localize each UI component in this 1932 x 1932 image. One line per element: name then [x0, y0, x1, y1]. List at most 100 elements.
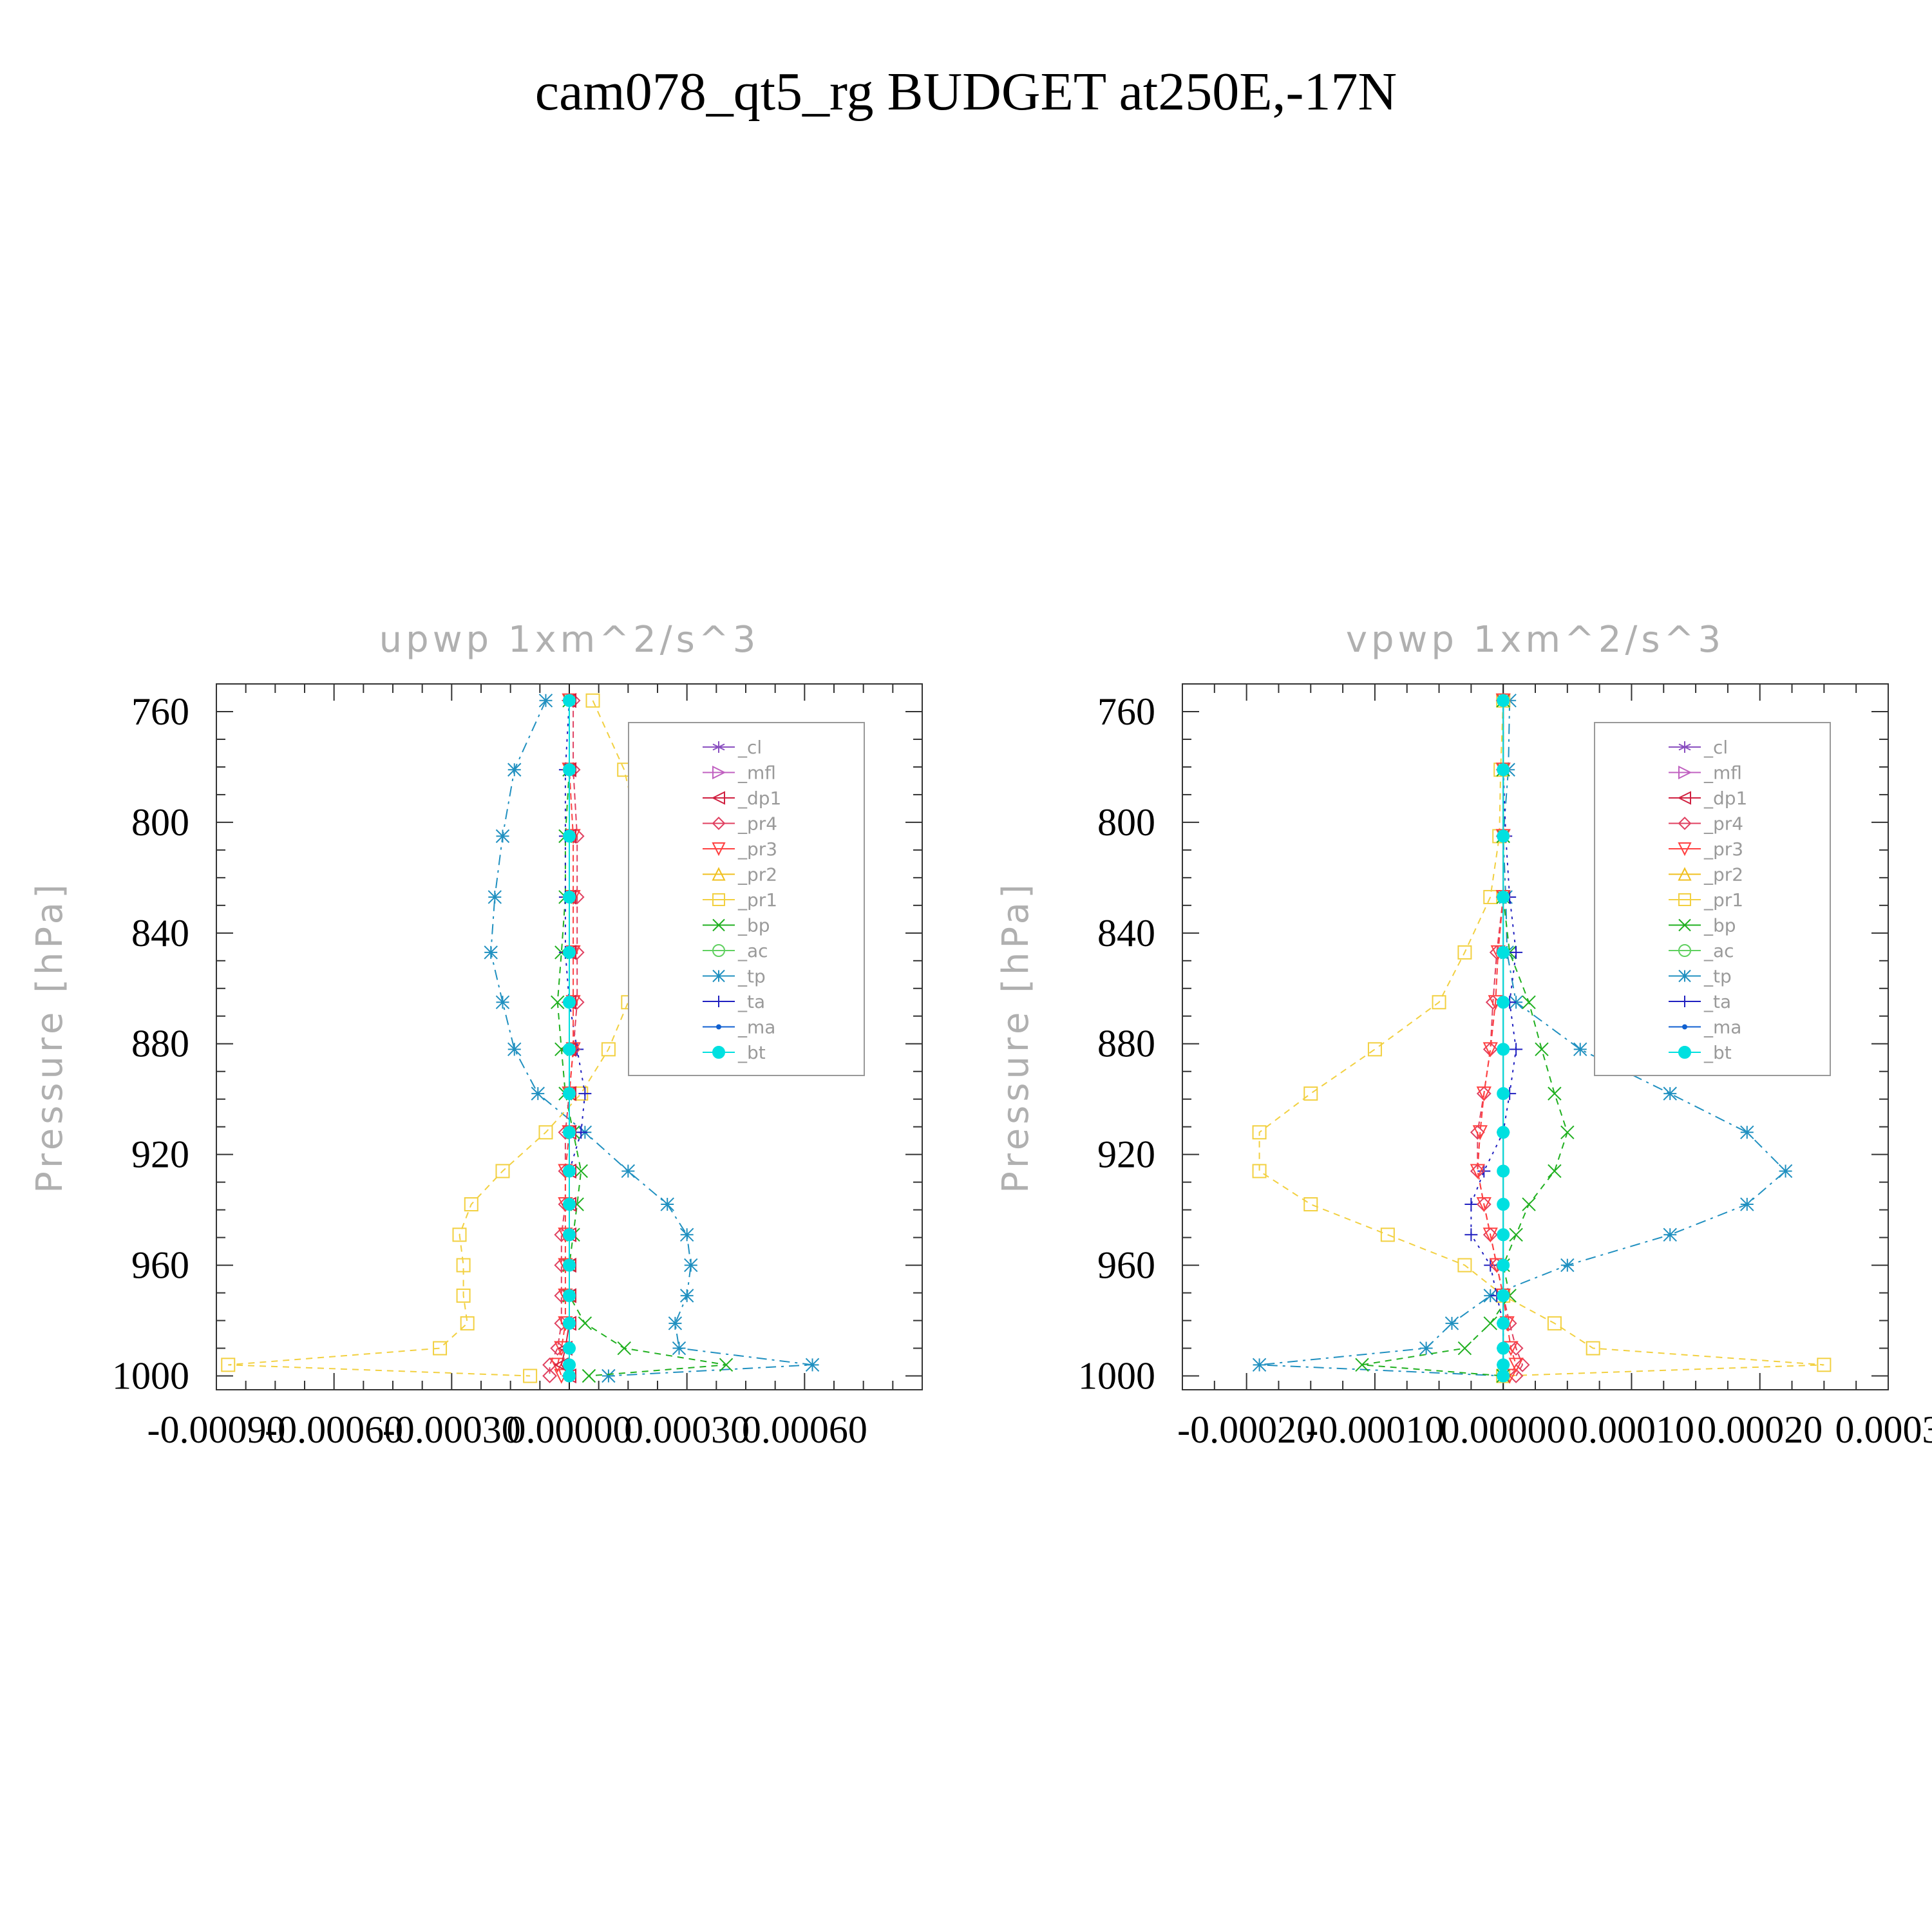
- point-bt-6: [1497, 1043, 1510, 1056]
- point-bt-16: [563, 1358, 576, 1372]
- legend-entry-ta: _ta: [1669, 991, 1731, 1012]
- legend-label: _pr4: [1703, 813, 1743, 835]
- x-tick-label: -0.00010: [1305, 1408, 1444, 1451]
- legend-entry-bt: _bt: [703, 1042, 766, 1063]
- y-tick-label: 880: [131, 1023, 189, 1065]
- point-pr3-10: [1476, 1197, 1492, 1213]
- x-tick-label: 0.00010: [1569, 1408, 1694, 1451]
- point-bt-10: [1497, 1198, 1510, 1211]
- point-pr4-16: [1515, 1357, 1530, 1372]
- legend-label: _ac: [737, 940, 768, 961]
- point-pr1-6: [1367, 1042, 1382, 1057]
- point-bt-0: [1497, 694, 1510, 707]
- x-tick-label: -0.00020: [1177, 1408, 1316, 1451]
- legend-label: _pr3: [737, 838, 777, 860]
- point-tp-14: [668, 1316, 683, 1331]
- point-pr1-10: [464, 1197, 478, 1212]
- point-bt-5: [1497, 996, 1510, 1009]
- point-bp-15: [617, 1341, 631, 1356]
- legend-entry-bp: _bp: [1669, 915, 1736, 936]
- series-line-ta: [564, 700, 586, 1376]
- figure-title: cam078_qt5_rg BUDGET at250E,-17N: [535, 62, 1397, 122]
- point-tp-14: [1444, 1316, 1459, 1331]
- point-bp-10: [1522, 1197, 1536, 1211]
- y-tick-label: 880: [1097, 1023, 1155, 1065]
- legend-entry-tp: _tp: [703, 966, 766, 987]
- point-bp-legend: [1678, 918, 1691, 932]
- point-tp-1: [507, 762, 522, 777]
- point-pr1-11: [452, 1227, 467, 1242]
- point-bt-12: [563, 1258, 576, 1272]
- point-bt-14: [563, 1316, 576, 1330]
- legend-entry-mfl: _mfl: [703, 762, 776, 784]
- point-tp-8: [1740, 1125, 1754, 1139]
- point-tp-5: [495, 995, 510, 1009]
- y-tick-label: 960: [131, 1244, 189, 1287]
- series-line-pr4: [1477, 700, 1524, 1377]
- point-bp-11: [1509, 1227, 1523, 1242]
- legend-label: _mfl: [1703, 762, 1742, 784]
- y-tick-label: 920: [131, 1133, 189, 1176]
- point-bp-17: [582, 1368, 596, 1383]
- point-bt-7: [563, 1087, 576, 1101]
- series-bt: [1497, 694, 1510, 1383]
- point-pr1-7: [1303, 1086, 1318, 1101]
- x-tick-label: -0.00090: [147, 1408, 286, 1451]
- x-tick-label: 0.00000: [507, 1408, 632, 1451]
- legend-entry-bt: _bt: [1669, 1042, 1732, 1063]
- point-pr1-11: [1380, 1227, 1395, 1242]
- point-bp-6: [1535, 1042, 1549, 1057]
- point-bp-15: [1457, 1341, 1472, 1356]
- point-tp-17: [601, 1368, 616, 1383]
- point-cl-legend: [712, 741, 725, 753]
- point-pr4-8: [1470, 1124, 1485, 1140]
- series-pr4: [542, 693, 585, 1383]
- legend-label: _mfl: [737, 762, 776, 784]
- point-pr2-legend: [1678, 867, 1692, 881]
- legend-label: _pr2: [737, 864, 777, 886]
- legend: _cl _mfl _dp1 _pr4 _pr3 _pr2 _pr1 _bp _ac _tp _ta _…: [628, 722, 865, 1076]
- legend-label: _cl: [737, 737, 762, 758]
- legend-entry-pr2: _pr2: [1669, 864, 1743, 886]
- y-tick-label: 840: [131, 912, 189, 954]
- point-bt-3: [1497, 890, 1510, 904]
- point-pr1-12: [1457, 1258, 1472, 1273]
- point-tp-10: [660, 1197, 674, 1211]
- point-tp-7: [1663, 1086, 1677, 1101]
- point-bt-3: [563, 890, 576, 904]
- point-pr4-17: [1508, 1368, 1524, 1383]
- point-tp-16: [805, 1358, 820, 1372]
- legend-label: _bp: [1703, 915, 1736, 936]
- point-pr1-14: [1547, 1316, 1562, 1331]
- point-bp-14: [578, 1316, 592, 1331]
- series-ta: [1464, 694, 1523, 1383]
- point-tp-9: [621, 1164, 636, 1179]
- point-pr4-15: [1508, 1341, 1524, 1356]
- point-pr3-6: [1482, 1042, 1498, 1057]
- point-tp-4: [484, 945, 498, 960]
- point-pr1-9: [495, 1164, 510, 1179]
- point-pr1-17: [523, 1368, 538, 1383]
- point-bt-legend: [712, 1046, 725, 1059]
- legend-entry-tp: _tp: [1669, 966, 1732, 987]
- legend-entry-pr2: _pr2: [703, 864, 777, 886]
- point-ac-legend: [1678, 944, 1691, 957]
- legend-entry-pr3: _pr3: [1669, 838, 1743, 860]
- point-bt-6: [563, 1043, 576, 1056]
- legend-box: [1594, 722, 1831, 1076]
- point-pr1-10: [1303, 1197, 1318, 1212]
- point-pr1-4: [1457, 945, 1472, 960]
- panel-vpwp: vpwp 1xm^2/s^3 Pressure [hPa] 760 800 840 880…: [995, 619, 1932, 1451]
- legend-label: _tp: [737, 966, 766, 987]
- legend-label: _ta: [1703, 991, 1731, 1012]
- legend-label: _dp1: [1703, 788, 1747, 809]
- legend-entry-bp: _bp: [703, 915, 770, 936]
- point-ta-legend: [1679, 996, 1690, 1007]
- series-line-pr1: [228, 700, 645, 1377]
- point-tp-6: [1573, 1042, 1587, 1057]
- point-tp-legend: [712, 969, 725, 983]
- point-bt-4: [563, 945, 576, 959]
- point-bt-8: [1497, 1126, 1510, 1139]
- y-tick-label: 760: [131, 690, 189, 733]
- point-ta-6: [1510, 1043, 1523, 1056]
